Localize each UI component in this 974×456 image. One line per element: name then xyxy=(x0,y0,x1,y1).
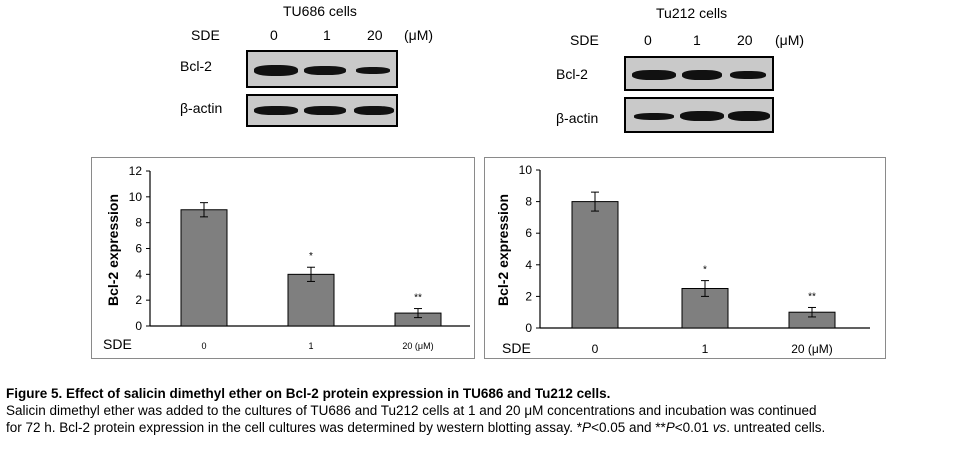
bar xyxy=(571,201,619,329)
bar xyxy=(287,273,335,327)
y-axis-label: Bcl-2 expression xyxy=(105,194,121,306)
figure-caption: Figure 5. Effect of salicin dimethyl eth… xyxy=(6,385,972,436)
dose-label-tu212-0: 0 xyxy=(644,32,652,48)
y-tick-label: 2 xyxy=(525,289,532,303)
category-label: 20 (μM) xyxy=(402,341,433,351)
blot-actin-tu686 xyxy=(246,94,398,127)
row-label-bcl2-tu686: Bcl-2 xyxy=(180,58,212,74)
y-tick-label: 6 xyxy=(525,226,532,240)
caption-text: . untreated cells. xyxy=(726,420,826,435)
caption-line-2: for 72 h. Bcl-2 protein expression in th… xyxy=(6,419,972,436)
bar xyxy=(180,209,228,327)
category-label: 1 xyxy=(308,341,313,351)
band xyxy=(354,106,394,115)
category-label: 0 xyxy=(201,341,206,351)
y-tick-label: 6 xyxy=(135,242,142,256)
band xyxy=(356,67,390,74)
y-tick-label: 2 xyxy=(135,293,142,307)
y-tick-label: 10 xyxy=(519,163,533,177)
x-axis-label: SDE xyxy=(502,340,531,356)
band xyxy=(632,70,676,80)
dose-label-tu686-0: 0 xyxy=(270,27,278,43)
category-label: 20 (μM) xyxy=(791,342,833,356)
y-tick-label: 8 xyxy=(525,195,532,209)
caption-text: <0.01 xyxy=(674,420,713,435)
band xyxy=(254,65,298,76)
blot-bcl2-tu212 xyxy=(624,56,774,91)
caption-title: Figure 5. Effect of salicin dimethyl eth… xyxy=(6,386,611,401)
caption-text: for 72 h. Bcl-2 protein expression in th… xyxy=(6,420,583,435)
x-axis-label: SDE xyxy=(103,336,132,352)
blot-actin-tu212 xyxy=(624,97,774,133)
y-tick-label: 8 xyxy=(135,216,142,230)
caption-line-1: Salicin dimethyl ether was added to the … xyxy=(6,403,817,418)
band xyxy=(254,106,298,115)
sde-label-tu686: SDE xyxy=(191,27,220,43)
blot-title-tu686: TU686 cells xyxy=(283,3,357,19)
row-label-bcl2-tu212: Bcl-2 xyxy=(556,66,588,82)
y-tick-label: 4 xyxy=(525,258,532,272)
y-tick-label: 4 xyxy=(135,267,142,281)
band xyxy=(634,113,674,120)
caption-p-italic: P xyxy=(582,420,592,435)
chart-bcl2-tu686: 0 2 4 6 8 10 12 0 * 1 ** 20 (μM) SDE Bcl-2 expression xyxy=(103,164,470,352)
category-label: 0 xyxy=(592,342,599,356)
significance-marker: * xyxy=(703,265,707,276)
chart-bcl2-tu212: 0 2 4 6 8 10 0 * 1 ** 20 (μM) SDE Bcl-2 expression xyxy=(495,163,870,356)
caption-vs-italic: vs xyxy=(712,420,727,435)
row-label-actin-tu212: β-actin xyxy=(556,110,599,126)
sde-label-tu212: SDE xyxy=(570,32,599,48)
y-tick-label: 0 xyxy=(135,319,142,333)
y-tick-label: 0 xyxy=(525,321,532,335)
caption-text: <0.05 and ** xyxy=(591,420,666,435)
significance-marker: ** xyxy=(414,293,422,304)
band xyxy=(682,70,722,80)
y-axis-label: Bcl-2 expression xyxy=(495,194,511,306)
band xyxy=(728,111,770,121)
chart-frame-right xyxy=(484,157,886,359)
significance-marker: ** xyxy=(808,291,816,302)
unit-label-tu686: (μM) xyxy=(404,27,434,43)
unit-label-tu212: (μM) xyxy=(775,32,805,48)
band xyxy=(304,106,346,115)
dose-label-tu686-1: 1 xyxy=(323,27,331,43)
band xyxy=(680,111,724,121)
category-label: 1 xyxy=(702,342,709,356)
band xyxy=(730,71,766,79)
y-tick-label: 10 xyxy=(129,190,143,204)
significance-marker: * xyxy=(309,251,313,262)
blot-bcl2-tu686 xyxy=(246,50,398,88)
dose-label-tu686-2: 20 xyxy=(367,27,383,43)
band xyxy=(304,66,346,75)
dose-label-tu212-1: 1 xyxy=(693,32,701,48)
caption-p-italic: P xyxy=(665,420,675,435)
row-label-actin-tu686: β-actin xyxy=(180,100,223,116)
blot-title-tu212: Tu212 cells xyxy=(656,5,728,21)
chart-frame-left xyxy=(91,157,475,359)
dose-label-tu212-2: 20 xyxy=(737,32,753,48)
y-tick-label: 12 xyxy=(129,164,143,178)
